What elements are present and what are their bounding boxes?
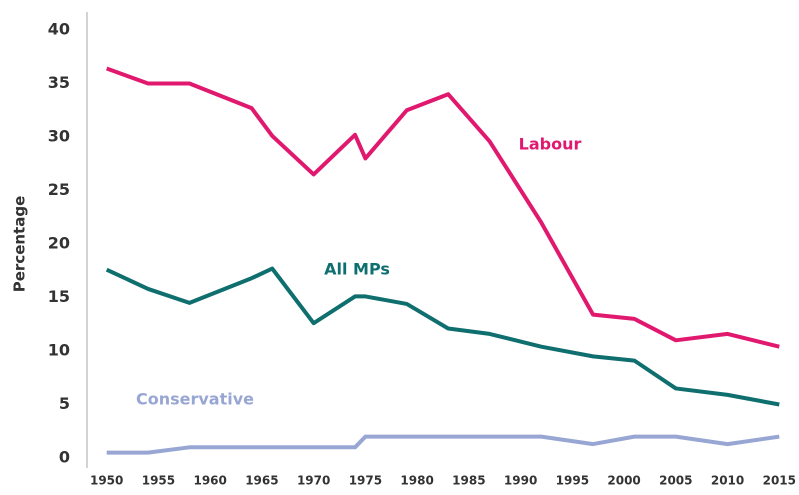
y-tick-label: 35 — [48, 73, 70, 92]
x-tick-label: 1980 — [400, 474, 433, 488]
y-tick-label: 5 — [59, 394, 70, 413]
x-tick-label: 1975 — [349, 474, 382, 488]
x-tick-label: 1995 — [556, 474, 589, 488]
line-series — [106, 66, 780, 349]
y-tick-label: 15 — [48, 287, 70, 306]
x-tick-label: 2015 — [763, 474, 796, 488]
x-tick-label: 2000 — [607, 474, 640, 488]
x-tick-label: 1950 — [90, 474, 123, 488]
y-tick-label: 25 — [48, 180, 70, 199]
x-tick-label: 2005 — [659, 474, 692, 488]
line-series — [105, 266, 780, 407]
x-tick-label: 1990 — [504, 474, 537, 488]
y-tick-label: 40 — [48, 20, 70, 39]
series-label: Conservative — [136, 390, 254, 409]
line-series — [106, 434, 780, 455]
series-label: All MPs — [324, 260, 390, 279]
y-tick-label: 30 — [48, 127, 70, 146]
x-tick-label: 1960 — [193, 474, 226, 488]
y-tick-label: 20 — [48, 234, 70, 253]
y-axis-label: Percentage — [11, 196, 29, 293]
y-tick-label: 0 — [59, 448, 70, 467]
x-tick-label: 1985 — [452, 474, 485, 488]
x-tick-label: 2010 — [711, 474, 744, 488]
y-tick-label: 10 — [48, 341, 70, 360]
x-tick-label: 1965 — [245, 474, 278, 488]
x-tick-label: 1970 — [297, 474, 330, 488]
x-tick-label: 1955 — [142, 474, 175, 488]
series-label: Labour — [519, 135, 582, 154]
